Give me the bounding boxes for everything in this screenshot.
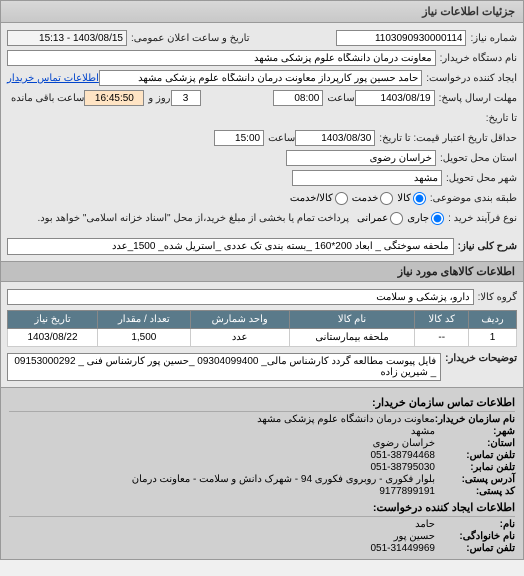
c-addr: بلوار فکوری - روبروی فکوری 94 - شهرک دان… [132,474,435,485]
items-section-title: اطلاعات کالاهای مورد نیاز [1,261,523,282]
r-tel: 051-31449969 [370,543,435,554]
c-post: 9177899191 [379,486,435,497]
cell-name: ملحفه بیمارستانی [289,329,415,347]
cell-qty: 1,500 [98,329,191,347]
c-fax-label: تلفن نمابر: [435,462,515,473]
r-fname-label: نام: [435,519,515,530]
r-fname: حامد [415,519,435,530]
creator-label: ایجاد کننده درخواست: [422,73,517,84]
need-title-text: ملحفه سوختگی _ ابعاد 200*160 _بسته بندی … [7,238,454,255]
contact-section-title: اطلاعات تماس سازمان خریدار: [9,396,515,412]
need-title-label: شرح کلی نیاز: [454,241,517,252]
buyer-org-input[interactable] [7,50,436,66]
reply-time-input[interactable] [273,90,323,106]
saat-label-2: ساعت [264,133,295,144]
subject-type-group: کالا خدمت کالا/خدمت [290,192,426,205]
th-qty: تعداد / مقدار [98,311,191,329]
r-lname: حسین پور [394,531,435,542]
radio-kala-input[interactable] [413,192,426,205]
r-tel-label: تلفن تماس: [435,543,515,554]
remain-days-input [171,90,201,106]
c-province-label: استان: [435,438,515,449]
saat-label-1: ساعت [323,93,354,104]
th-name: نام کالا [289,311,415,329]
radio-kala[interactable]: کالا [397,192,426,205]
c-tel: 051-38794468 [370,450,435,461]
need-details-panel: جزئیات اطلاعات نیاز شماره نیاز: تاریخ و … [0,0,524,560]
th-unit: واحد شمارش [190,311,289,329]
r-lname-label: نام خانوادگی: [435,531,515,542]
c-fax: 051-38795030 [370,462,435,473]
announce-label: تاریخ و ساعت اعلان عمومی: [127,33,250,44]
remain-time-input [84,90,144,106]
subject-type-label: طبقه بندی موضوعی: [426,193,517,204]
cell-date: 1403/08/22 [8,329,98,347]
buyer-org-label: نام دستگاه خریدار: [436,53,517,64]
c-addr-label: آدرس پستی: [435,474,515,485]
pay-note: پرداخت تمام یا بخشی از مبلغ خرید،از محل … [33,213,349,224]
buy-type-group: جاری عمرانی [357,212,444,225]
buyer-notes-text: فایل پیوست مطالعه گردد کارشناس مالی_ 093… [7,353,441,381]
reply-deadline-label: مهلت ارسال پاسخ: [435,93,517,104]
c-post-label: کد پستی: [435,486,515,497]
req-no-input[interactable] [336,30,466,46]
th-date: تاریخ نیاز [8,311,98,329]
items-table: ردیف کد کالا نام کالا واحد شمارش تعداد /… [7,310,517,347]
radio-kala-khadmat[interactable]: کالا/خدمت [290,192,348,205]
table-row[interactable]: 1 -- ملحفه بیمارستانی عدد 1,500 1403/08/… [8,329,517,347]
city-input[interactable] [292,170,442,186]
valid-time-input[interactable] [214,130,264,146]
radio-omrani[interactable]: عمرانی [357,212,403,225]
req-no-label: شماره نیاز: [466,33,517,44]
contact-link[interactable]: اطلاعات تماس خریدار [7,73,99,84]
remain-suffix: ساعت باقی مانده [7,93,84,104]
city-label: شهر محل تحویل: [442,173,517,184]
creator-input[interactable] [99,70,422,86]
contact-block: اطلاعات تماس سازمان خریدار: نام سازمان خ… [1,387,523,559]
group-label: گروه کالا: [474,292,517,303]
radio-omrani-input[interactable] [390,212,403,225]
announce-input [7,30,127,46]
reply-date-input[interactable] [355,90,435,106]
rooz-label: روز و [144,93,170,104]
province-label: استان محل تحویل: [436,153,517,164]
c-org-label: نام سازمان خریدار: [435,414,515,425]
radio-jari-input[interactable] [431,212,444,225]
c-city-label: شهر: [435,426,515,437]
valid-date-input[interactable] [295,130,375,146]
c-city: مشهد [411,426,435,437]
province-input[interactable] [286,150,436,166]
requester-section-title: اطلاعات ایجاد کننده درخواست: [9,501,515,517]
cell-unit: عدد [190,329,289,347]
radio-khadmat-input[interactable] [380,192,393,205]
radio-kala-khadmat-input[interactable] [335,192,348,205]
valid-label: حداقل تاریخ اعتبار قیمت: تا تاریخ: [375,133,517,144]
radio-jari[interactable]: جاری [407,212,444,225]
ta-tarikh-label: تا تاریخ: [482,113,517,124]
c-tel-label: تلفن تماس: [435,450,515,461]
th-row: ردیف [469,311,517,329]
th-code: کد کالا [415,311,469,329]
cell-code: -- [415,329,469,347]
group-input[interactable] [7,289,474,305]
radio-khadmat[interactable]: خدمت [352,192,394,205]
c-province: خراسان رضوی [373,438,435,449]
form-area: شماره نیاز: تاریخ و ساعت اعلان عمومی: نا… [1,23,523,261]
buy-type-label: نوع فرآیند خرید : [444,213,517,224]
panel-title: جزئیات اطلاعات نیاز [1,1,523,23]
c-org: معاونت درمان دانشگاه علوم پزشکی مشهد [257,414,435,425]
buyer-notes-label: توضیحات خریدار: [441,353,517,364]
cell-row: 1 [469,329,517,347]
